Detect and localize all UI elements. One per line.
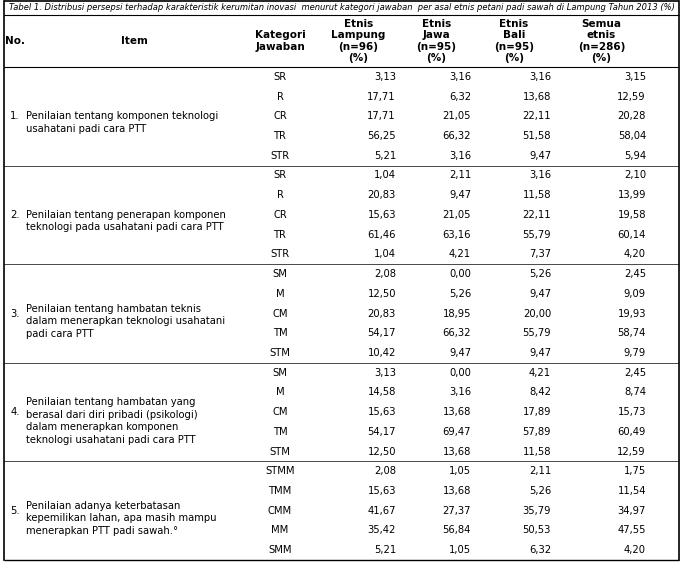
Text: STM: STM — [270, 447, 290, 456]
Text: Item: Item — [121, 36, 148, 46]
Text: 11,58: 11,58 — [522, 190, 551, 200]
Text: STM: STM — [270, 348, 290, 358]
Text: 9,09: 9,09 — [624, 289, 646, 299]
Text: 55,79: 55,79 — [522, 328, 551, 338]
Text: MM: MM — [271, 526, 289, 535]
Text: 50,53: 50,53 — [522, 526, 551, 535]
Text: 1,05: 1,05 — [449, 545, 471, 555]
Text: 20,00: 20,00 — [522, 309, 551, 319]
Text: SMM: SMM — [268, 545, 292, 555]
Text: R: R — [277, 190, 283, 200]
Text: TM: TM — [273, 328, 288, 338]
Text: 5,94: 5,94 — [624, 151, 646, 161]
Text: 12,50: 12,50 — [367, 447, 396, 456]
Text: STMM: STMM — [265, 466, 295, 476]
Text: 15,73: 15,73 — [617, 407, 646, 417]
Text: 19,58: 19,58 — [617, 210, 646, 220]
Text: SR: SR — [273, 72, 287, 82]
Text: 1,04: 1,04 — [374, 249, 396, 259]
Text: SR: SR — [273, 170, 287, 180]
Text: 5,26: 5,26 — [449, 289, 471, 299]
Text: 5.: 5. — [10, 506, 20, 515]
Text: 60,14: 60,14 — [617, 230, 646, 240]
Text: 3,16: 3,16 — [449, 387, 471, 398]
Text: 63,16: 63,16 — [443, 230, 471, 240]
Text: Semua
etnis
(n=286)
(%): Semua etnis (n=286) (%) — [578, 19, 625, 63]
Text: 4,21: 4,21 — [449, 249, 471, 259]
Text: 66,32: 66,32 — [443, 131, 471, 141]
Text: Penilaian tentang komponen teknologi
usahatani padi cara PTT: Penilaian tentang komponen teknologi usa… — [26, 112, 219, 134]
Text: 34,97: 34,97 — [617, 506, 646, 515]
Text: 4,21: 4,21 — [529, 368, 551, 378]
Text: Tabel 1. Distribusi persepsi terhadap karakteristik kerumitan inovasi  menurut k: Tabel 1. Distribusi persepsi terhadap ka… — [9, 3, 674, 12]
Text: Etnis
Jawa
(n=95)
(%): Etnis Jawa (n=95) (%) — [417, 19, 456, 63]
Text: 35,79: 35,79 — [522, 506, 551, 515]
Text: 3,16: 3,16 — [449, 72, 471, 82]
Text: 17,71: 17,71 — [367, 91, 396, 102]
Text: 8,74: 8,74 — [624, 387, 646, 398]
Text: CR: CR — [273, 210, 287, 220]
Text: 12,50: 12,50 — [367, 289, 396, 299]
Text: 9,47: 9,47 — [529, 348, 551, 358]
Text: M: M — [276, 387, 284, 398]
Text: 9,79: 9,79 — [624, 348, 646, 358]
Text: 3,16: 3,16 — [529, 170, 551, 180]
Text: 3,16: 3,16 — [529, 72, 551, 82]
Text: 0,00: 0,00 — [449, 368, 471, 378]
Text: Etnis
Bali
(n=95)
(%): Etnis Bali (n=95) (%) — [494, 19, 534, 63]
Text: CR: CR — [273, 111, 287, 121]
Text: 3,13: 3,13 — [374, 72, 396, 82]
Text: TR: TR — [274, 230, 286, 240]
Text: 2.: 2. — [10, 210, 20, 220]
Text: 57,89: 57,89 — [522, 427, 551, 437]
Text: Penilaian tentang penerapan komponen
teknologi pada usahatani padi cara PTT: Penilaian tentang penerapan komponen tek… — [26, 210, 226, 232]
Text: 55,79: 55,79 — [522, 230, 551, 240]
Text: 20,83: 20,83 — [367, 190, 396, 200]
Text: 9,47: 9,47 — [529, 289, 551, 299]
Text: 2,11: 2,11 — [529, 466, 551, 476]
Text: 5,26: 5,26 — [529, 269, 551, 279]
Text: 27,37: 27,37 — [443, 506, 471, 515]
Text: 17,71: 17,71 — [367, 111, 396, 121]
Text: 54,17: 54,17 — [367, 427, 396, 437]
Text: 12,59: 12,59 — [617, 447, 646, 456]
Text: 13,99: 13,99 — [617, 190, 646, 200]
Text: 3,15: 3,15 — [624, 72, 646, 82]
Text: 1,05: 1,05 — [449, 466, 471, 476]
Text: 12,59: 12,59 — [617, 91, 646, 102]
Text: 41,67: 41,67 — [367, 506, 396, 515]
Text: TMM: TMM — [268, 486, 292, 496]
Text: 66,32: 66,32 — [443, 328, 471, 338]
Text: STR: STR — [270, 151, 290, 161]
Text: 2,45: 2,45 — [624, 368, 646, 378]
Text: 9,47: 9,47 — [449, 348, 471, 358]
Text: 2,08: 2,08 — [374, 466, 396, 476]
Text: 69,47: 69,47 — [443, 427, 471, 437]
Text: STR: STR — [270, 249, 290, 259]
Text: 13,68: 13,68 — [443, 407, 471, 417]
Text: SM: SM — [273, 368, 288, 378]
Text: Penilaian tentang hambatan teknis
dalam menerapkan teknologi usahatani
padi cara: Penilaian tentang hambatan teknis dalam … — [26, 303, 225, 338]
Text: Penilaian tentang hambatan yang
berasal dari diri pribadi (psikologi)
dalam mene: Penilaian tentang hambatan yang berasal … — [26, 398, 197, 444]
Text: 4.: 4. — [10, 407, 20, 417]
Text: 9,47: 9,47 — [449, 190, 471, 200]
Text: CM: CM — [273, 309, 288, 319]
Text: R: R — [277, 91, 283, 102]
Text: 35,42: 35,42 — [367, 526, 396, 535]
Text: 51,58: 51,58 — [522, 131, 551, 141]
Text: 56,25: 56,25 — [367, 131, 396, 141]
Text: 58,04: 58,04 — [617, 131, 646, 141]
Text: 11,54: 11,54 — [617, 486, 646, 496]
Text: 58,74: 58,74 — [617, 328, 646, 338]
Text: 14,58: 14,58 — [367, 387, 396, 398]
Text: 56,84: 56,84 — [443, 526, 471, 535]
Text: 1,04: 1,04 — [374, 170, 396, 180]
Text: 17,89: 17,89 — [522, 407, 551, 417]
Text: 6,32: 6,32 — [529, 545, 551, 555]
Text: TM: TM — [273, 427, 288, 437]
Text: No.: No. — [5, 36, 25, 46]
Text: 18,95: 18,95 — [443, 309, 471, 319]
Text: 2,45: 2,45 — [624, 269, 646, 279]
Text: 54,17: 54,17 — [367, 328, 396, 338]
Text: 13,68: 13,68 — [522, 91, 551, 102]
